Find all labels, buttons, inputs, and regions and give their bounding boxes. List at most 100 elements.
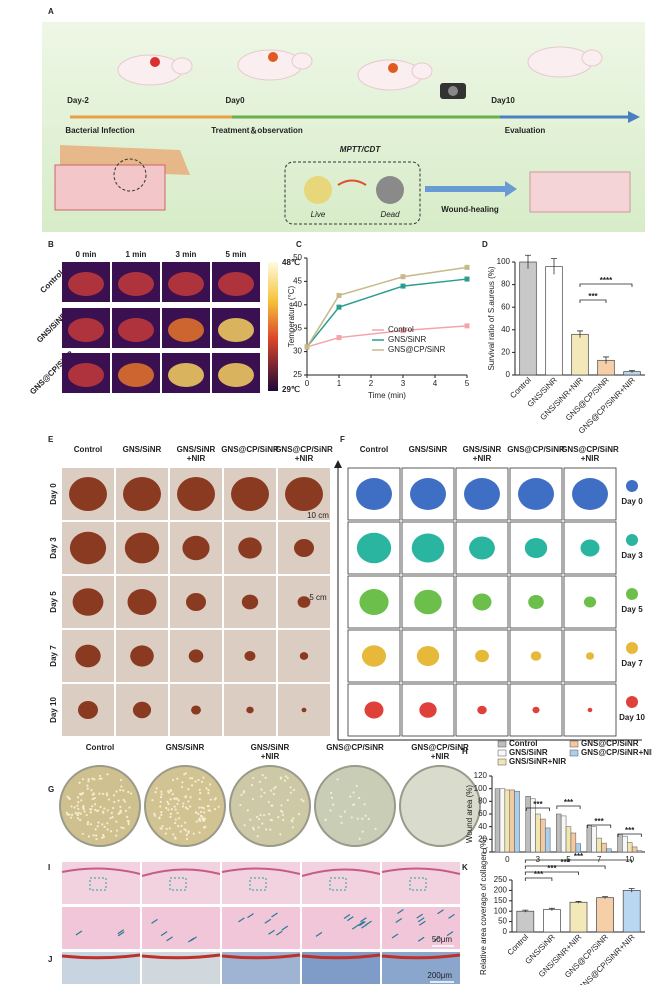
colony <box>94 828 97 831</box>
tissue-edge <box>301 868 381 877</box>
colony <box>126 815 129 818</box>
group-header: GNS@CP/SiNR <box>326 743 384 752</box>
colony <box>200 815 204 818</box>
colony <box>189 796 192 799</box>
wound-trace <box>524 538 548 558</box>
colony <box>165 806 168 810</box>
wound-trace <box>530 651 542 661</box>
series-line <box>306 266 468 348</box>
colony <box>269 828 272 831</box>
legend-swatch <box>569 740 579 748</box>
histology-zoom <box>62 907 140 949</box>
colony <box>98 777 101 780</box>
colony <box>90 808 93 811</box>
arrow-marker <box>166 936 173 942</box>
colony <box>198 806 201 809</box>
wound <box>72 588 104 616</box>
x-tick-label: 1 <box>337 379 342 388</box>
colony <box>283 779 287 782</box>
colony <box>169 798 172 801</box>
legend-label: Control <box>509 739 537 748</box>
arrow-body <box>425 186 505 192</box>
colony <box>112 806 115 810</box>
colony <box>171 778 175 782</box>
legend-swatch <box>497 758 507 766</box>
legend-label: Control <box>388 325 414 334</box>
arrow-marker <box>238 917 245 923</box>
tissue-edge <box>61 867 141 875</box>
colony <box>195 820 198 823</box>
colony <box>160 813 163 816</box>
series-line <box>306 278 468 348</box>
time-label: 1 min <box>126 250 147 259</box>
colony <box>110 811 113 815</box>
point <box>464 264 470 270</box>
arrow-marker <box>271 912 278 918</box>
colony <box>178 817 181 820</box>
wound-trace <box>356 478 392 510</box>
colony <box>181 805 185 808</box>
legend-label: Day 3 <box>621 551 643 560</box>
colony <box>252 828 256 831</box>
wound <box>294 539 314 557</box>
colony <box>87 780 90 783</box>
colony <box>74 811 77 814</box>
group-header: +NIR <box>473 454 492 463</box>
colony <box>109 817 112 820</box>
colony <box>174 837 177 840</box>
arrow-marker <box>357 921 365 927</box>
y-tick-label: 80 <box>478 796 487 805</box>
y-tick-label: 0 <box>503 927 508 936</box>
x-tick-label: 3 <box>401 379 406 388</box>
colony <box>81 832 84 836</box>
colony <box>127 790 130 794</box>
legend-label: GNS/SiNR <box>509 748 548 757</box>
legend-swatch <box>497 749 507 757</box>
colony <box>153 814 157 817</box>
colony <box>95 834 98 837</box>
colony <box>184 821 187 824</box>
legend-label: Day 7 <box>621 659 643 668</box>
bar <box>543 909 561 933</box>
colony <box>291 820 294 823</box>
legend-label: GNS/SiNR <box>388 335 426 344</box>
colony <box>89 811 92 814</box>
colony <box>176 802 179 806</box>
colony <box>89 823 93 826</box>
error-bar <box>522 909 529 913</box>
colony <box>265 828 268 831</box>
arrow-marker <box>160 931 168 937</box>
colony <box>291 826 294 829</box>
thermal-spot <box>168 318 204 342</box>
colony <box>87 778 90 781</box>
colony <box>190 784 194 787</box>
colony <box>176 811 179 815</box>
colony <box>281 813 284 817</box>
bar <box>516 910 535 933</box>
wound-icon <box>268 52 278 62</box>
colony <box>122 827 125 830</box>
tissue-edge <box>221 953 301 960</box>
colony <box>106 773 109 776</box>
legend-label: Day 5 <box>621 605 643 614</box>
scale-label: 29℃ <box>282 385 300 394</box>
colony <box>208 783 212 786</box>
arrow-marker <box>397 908 404 914</box>
y-tick-label: 0 <box>483 847 488 856</box>
legend-dot <box>626 588 638 600</box>
colony <box>361 830 364 833</box>
colony <box>90 789 93 792</box>
wound-trace <box>359 589 389 615</box>
colony <box>172 833 175 836</box>
thermal-spot <box>68 363 104 387</box>
colony <box>79 818 82 822</box>
colony <box>183 773 186 776</box>
bar <box>596 837 602 853</box>
legend-label: Day 0 <box>621 497 643 506</box>
colony <box>101 823 104 826</box>
panel-label: F <box>340 435 345 444</box>
colony <box>240 793 243 797</box>
arrow-marker <box>360 917 367 923</box>
significance-label: *** <box>588 292 598 301</box>
wound <box>177 477 215 511</box>
